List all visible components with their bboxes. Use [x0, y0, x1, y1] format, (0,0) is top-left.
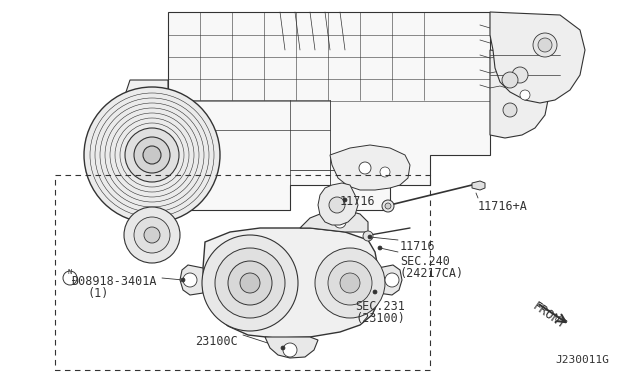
Text: 11716: 11716	[400, 240, 436, 253]
Text: 11716+A: 11716+A	[478, 200, 528, 213]
Polygon shape	[168, 12, 490, 210]
Text: (23100): (23100)	[355, 312, 405, 325]
Circle shape	[144, 227, 160, 243]
Circle shape	[240, 273, 260, 293]
Bar	[55, 175, 430, 370]
Polygon shape	[180, 265, 203, 295]
Circle shape	[283, 343, 297, 357]
Polygon shape	[330, 145, 410, 190]
Polygon shape	[318, 183, 358, 225]
Circle shape	[378, 246, 382, 250]
Circle shape	[202, 235, 298, 331]
Text: FRONT: FRONT	[530, 300, 568, 332]
Circle shape	[368, 235, 372, 239]
Circle shape	[533, 33, 557, 57]
Circle shape	[328, 261, 372, 305]
Circle shape	[380, 167, 390, 177]
Circle shape	[183, 273, 197, 287]
Circle shape	[125, 128, 179, 182]
Circle shape	[363, 231, 373, 241]
Polygon shape	[490, 50, 550, 138]
Circle shape	[538, 38, 552, 52]
Text: Ð08918-3401A: Ð08918-3401A	[72, 275, 157, 288]
Circle shape	[382, 200, 394, 212]
Circle shape	[329, 197, 345, 213]
Circle shape	[315, 248, 385, 318]
Circle shape	[520, 90, 530, 100]
Circle shape	[512, 67, 528, 83]
Polygon shape	[378, 265, 402, 295]
Circle shape	[385, 273, 399, 287]
Text: 11716: 11716	[340, 195, 376, 208]
Text: 23100C: 23100C	[195, 335, 237, 348]
Polygon shape	[490, 12, 585, 103]
Polygon shape	[203, 228, 380, 338]
Circle shape	[215, 248, 285, 318]
Circle shape	[359, 162, 371, 174]
Circle shape	[84, 87, 220, 223]
Circle shape	[503, 103, 517, 117]
Circle shape	[340, 273, 360, 293]
Circle shape	[181, 278, 185, 282]
Circle shape	[385, 203, 391, 209]
Circle shape	[502, 72, 518, 88]
Circle shape	[334, 216, 346, 228]
Text: (1): (1)	[88, 287, 109, 300]
Text: SEC.231: SEC.231	[355, 300, 405, 313]
Circle shape	[124, 207, 180, 263]
Polygon shape	[100, 80, 168, 210]
Polygon shape	[300, 210, 368, 232]
Circle shape	[373, 290, 377, 294]
Polygon shape	[472, 181, 485, 190]
Polygon shape	[265, 337, 318, 358]
Text: SEC.240: SEC.240	[400, 255, 450, 268]
Circle shape	[343, 198, 347, 202]
Circle shape	[228, 261, 272, 305]
Circle shape	[134, 137, 170, 173]
Text: J230011G: J230011G	[555, 355, 609, 365]
Circle shape	[281, 346, 285, 350]
Text: N: N	[67, 269, 71, 275]
Circle shape	[143, 146, 161, 164]
Text: (24217CA): (24217CA)	[400, 267, 464, 280]
Circle shape	[63, 271, 77, 285]
Circle shape	[134, 217, 170, 253]
